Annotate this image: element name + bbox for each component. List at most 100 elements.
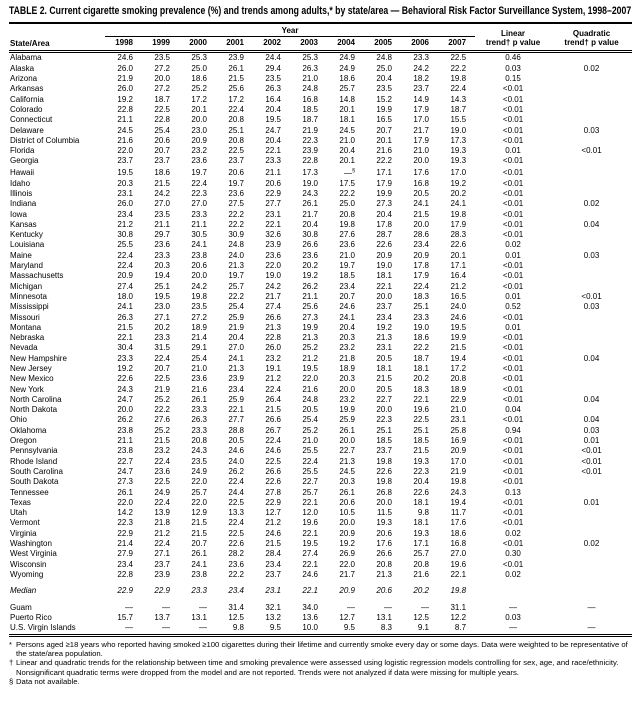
table-row: Montana 21.5 20.2 18.9 21.9 21.3 19.9 20.4 19.2 1… xyxy=(9,322,632,332)
prevalence-value: 22.3 xyxy=(302,135,318,145)
prevalence-value: 21.2 xyxy=(265,518,281,528)
prevalence-value: 16.8 xyxy=(302,94,318,104)
prevalence-value: 23.7 xyxy=(413,84,429,94)
prevalence-value: 25.3 xyxy=(191,53,207,63)
prevalence-value: 22.7 xyxy=(302,477,318,487)
quadratic-p-value: — xyxy=(587,602,596,612)
prevalence-value: 20.6 xyxy=(154,135,170,145)
prevalence-value: 31.5 xyxy=(154,343,170,353)
state-name: North Carolina xyxy=(10,394,62,404)
prevalence-value: 20.2 xyxy=(450,188,467,198)
prevalence-value: 16.8 xyxy=(413,178,429,188)
prevalence-value: 21.0 xyxy=(302,436,318,446)
prevalence-value: 22.4 xyxy=(117,250,133,260)
state-name: Arkansas xyxy=(10,84,44,94)
prevalence-value: 25.4 xyxy=(302,415,318,425)
prevalence-value: 23.5 xyxy=(376,84,392,94)
footnote: † Linear and quadratic trends for the rel… xyxy=(9,658,632,676)
table-row: New Mexico 22.6 22.5 23.6 23.9 21.2 22.0 20.3 21… xyxy=(9,374,632,384)
prevalence-value: 17.6 xyxy=(376,539,392,549)
prevalence-value: 24.7 xyxy=(117,466,133,476)
data-not-available-marker: § xyxy=(351,167,355,174)
prevalence-value: 20.6 xyxy=(376,586,392,596)
prevalence-value: 17.1 xyxy=(450,261,467,271)
prevalence-value: 20.4 xyxy=(339,146,355,156)
prevalence-value: 19.3 xyxy=(413,456,429,466)
prevalence-value: 24.5 xyxy=(339,466,355,476)
state-name: Mississippi xyxy=(10,302,49,312)
prevalence-value: 17.2 xyxy=(228,94,244,104)
prevalence-value: 27.2 xyxy=(154,63,170,73)
footnote-text: Persons aged ≥18 years who reported havi… xyxy=(16,639,628,659)
prevalence-value: 22.8 xyxy=(302,156,318,166)
linear-p-value: 0.03 xyxy=(505,612,521,622)
prevalence-value: 19.9 xyxy=(450,333,467,343)
prevalence-value: 16.4 xyxy=(265,94,281,104)
prevalence-value: 20.8 xyxy=(228,135,244,145)
linear-p-value: <0.01 xyxy=(502,178,524,188)
quadratic-p-value xyxy=(551,322,632,332)
prevalence-value: 27.4 xyxy=(302,549,318,559)
prevalence-value: 21.3 xyxy=(265,322,281,332)
state-name: U.S. Virgin Islands xyxy=(9,622,105,637)
table-row: North Dakota 20.0 22.2 23.3 22.1 21.5 20.5 19.9… xyxy=(9,405,632,415)
prevalence-value: 22.5 xyxy=(265,456,281,466)
prevalence-value: 24.8 xyxy=(302,84,318,94)
footnote-text: Data not available. xyxy=(16,676,80,686)
linear-p-value: <0.01 xyxy=(502,125,524,135)
footnote-text: Linear and quadratic trends for the rela… xyxy=(16,658,619,677)
smoking-prevalence-table: State/Area Year Linear trend† p value Qu… xyxy=(9,21,633,637)
linear-p-value: <0.01 xyxy=(502,333,524,343)
prevalence-value: 21.6 xyxy=(302,384,318,394)
prevalence-value: 22.6 xyxy=(376,240,392,250)
prevalence-value: 23.0 xyxy=(191,125,207,135)
prevalence-value: 24.3 xyxy=(117,384,133,394)
prevalence-value: 19.8 xyxy=(450,586,467,596)
prevalence-value: 24.1 xyxy=(191,559,207,569)
prevalence-value: 19.0 xyxy=(450,125,467,135)
prevalence-value: 30.8 xyxy=(117,230,133,240)
quadratic-p-value xyxy=(551,51,632,63)
prevalence-value: 24.9 xyxy=(339,63,355,73)
prevalence-value: 21.1 xyxy=(302,291,318,301)
prevalence-value: 19.3 xyxy=(376,518,392,528)
state-name: Florida xyxy=(10,146,35,156)
prevalence-value: 22.9 xyxy=(265,188,281,198)
prevalence-value: 21.9 xyxy=(117,74,133,84)
linear-p-value: 0.03 xyxy=(505,63,521,73)
state-name: New Hampshire xyxy=(10,353,67,363)
prevalence-value: 18.5 xyxy=(302,104,318,114)
prevalence-value: 24.5 xyxy=(117,125,133,135)
state-name: South Dakota xyxy=(10,477,59,487)
prevalence-value: 19.8 xyxy=(376,456,392,466)
linear-header-bottom: trend† p value xyxy=(485,38,541,48)
prevalence-value: 21.5 xyxy=(450,343,467,353)
prevalence-value: 23.2 xyxy=(339,394,355,404)
prevalence-value: 22.9 xyxy=(117,528,133,538)
prevalence-value: 23.6 xyxy=(228,559,244,569)
prevalence-value: 20.1 xyxy=(450,250,467,260)
prevalence-value: 19.9 xyxy=(376,188,392,198)
prevalence-value: 21.1 xyxy=(265,167,281,177)
prevalence-value: 20.9 xyxy=(117,271,133,281)
prevalence-value: 26.3 xyxy=(302,63,318,73)
prevalence-value: 21.1 xyxy=(154,219,170,229)
prevalence-value: 18.0 xyxy=(117,291,133,301)
prevalence-value: 25.8 xyxy=(450,425,467,435)
prevalence-value: 22.6 xyxy=(117,374,133,384)
state-name: North Dakota xyxy=(10,405,58,415)
prevalence-value: 21.9 xyxy=(450,466,467,476)
table-row: Oregon 21.1 21.5 20.8 20.5 22.4 21.0 20.0 18.5 18… xyxy=(9,436,632,446)
linear-p-value: <0.01 xyxy=(502,281,524,291)
prevalence-value: 26.2 xyxy=(228,466,244,476)
prevalence-value: 22.9 xyxy=(265,497,281,507)
prevalence-value: 21.5 xyxy=(191,528,207,538)
prevalence-value: 18.1 xyxy=(413,518,429,528)
prevalence-value: 11.5 xyxy=(377,508,392,518)
prevalence-value: 18.2 xyxy=(413,74,429,84)
state-name: Michigan xyxy=(10,281,43,291)
prevalence-value: 18.3 xyxy=(413,384,429,394)
prevalence-value: 22.4 xyxy=(302,456,318,466)
prevalence-value: 27.2 xyxy=(191,312,207,322)
prevalence-value: 21.1 xyxy=(117,115,133,125)
